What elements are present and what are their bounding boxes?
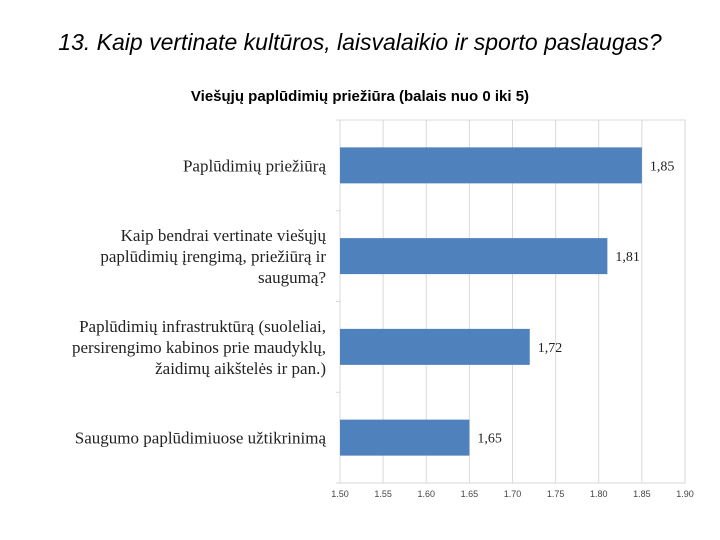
category-label: Paplūdimių infrastruktūrą (suoleliai, xyxy=(79,317,326,336)
category-label: Kaip bendrai vertinate viešųjų xyxy=(121,226,327,245)
x-tick-label: 1.65 xyxy=(461,489,479,499)
data-label: 1,81 xyxy=(615,250,640,265)
category-label: saugumą? xyxy=(258,268,326,287)
data-label: 1,85 xyxy=(650,159,675,174)
category-label: paplūdimių įrengimą, priežiūrą ir xyxy=(100,247,326,266)
category-label: Paplūdimių priežiūrą xyxy=(183,156,327,175)
x-tick-label: 1.85 xyxy=(633,489,651,499)
x-tick-label: 1.50 xyxy=(331,489,349,499)
x-tick-label: 1.90 xyxy=(676,489,694,499)
x-tick-label: 1.75 xyxy=(547,489,565,499)
x-tick-label: 1.70 xyxy=(504,489,522,499)
x-tick-label: 1.80 xyxy=(590,489,608,499)
page-title: 13. Kaip vertinate kultūros, laisvalaiki… xyxy=(58,29,662,55)
category-label: Saugumo paplūdimiuose užtikrinimą xyxy=(75,429,327,448)
x-tick-label: 1.55 xyxy=(374,489,392,499)
bar xyxy=(340,238,608,275)
chart-subtitle: Viešųjų paplūdimių priežiūra (balais nuo… xyxy=(190,88,530,105)
bar xyxy=(340,419,470,456)
x-tick-label: 1.60 xyxy=(417,489,435,499)
data-label: 1,65 xyxy=(477,432,502,447)
bar xyxy=(340,328,530,365)
data-label: 1,72 xyxy=(538,341,563,356)
category-label: žaidimų aikštelės ir pan.) xyxy=(155,359,326,378)
category-label: persirengimo kabinos prie maudyklų, xyxy=(72,338,326,357)
bar xyxy=(340,147,642,184)
